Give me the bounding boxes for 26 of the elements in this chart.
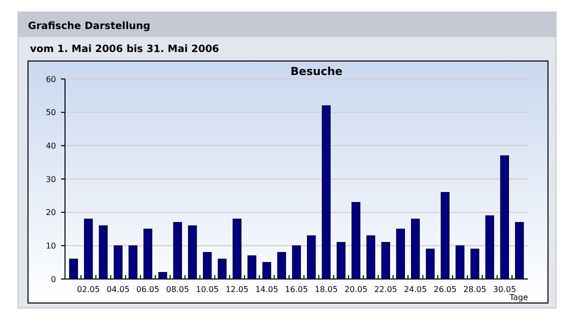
x-tick-label: 28.05 xyxy=(463,285,486,294)
x-tick-label: 10.05 xyxy=(196,285,219,294)
x-tick-label: 12.05 xyxy=(226,285,248,294)
y-tick-label: 30 xyxy=(46,174,56,184)
x-tick-label: 04.05 xyxy=(106,285,130,294)
x-tick-label: 14.05 xyxy=(255,285,278,294)
y-tick-label: 0 xyxy=(50,274,56,284)
x-tick-label: 26.05 xyxy=(434,285,457,294)
x-tick-label: 08.05 xyxy=(166,285,190,294)
y-tick-label: 20 xyxy=(46,208,56,218)
x-tick-label: 18.05 xyxy=(314,285,338,294)
y-tick-label: 50 xyxy=(46,108,56,118)
x-tick-label: 02.05 xyxy=(76,285,100,294)
x-tick-label: 24.05 xyxy=(404,285,427,294)
x-tick-label: 06.05 xyxy=(136,285,160,294)
x-tick-label: 20.05 xyxy=(344,285,368,294)
y-tick-label: 40 xyxy=(46,141,56,150)
chart-title: Besuche xyxy=(290,65,343,78)
text: Grafische Darstellung xyxy=(28,21,150,32)
x-tick-label: 22.05 xyxy=(374,285,398,294)
text: vom 1. Mai 2006 bis 31. Mai 2006 xyxy=(30,44,220,55)
x-tick-label: 16.05 xyxy=(285,285,308,294)
y-tick-label: 10 xyxy=(46,241,56,250)
x-tick-label: 30.05 xyxy=(493,285,516,294)
x-axis-title: Tage xyxy=(508,293,528,302)
y-tick-label: 60 xyxy=(46,74,56,84)
